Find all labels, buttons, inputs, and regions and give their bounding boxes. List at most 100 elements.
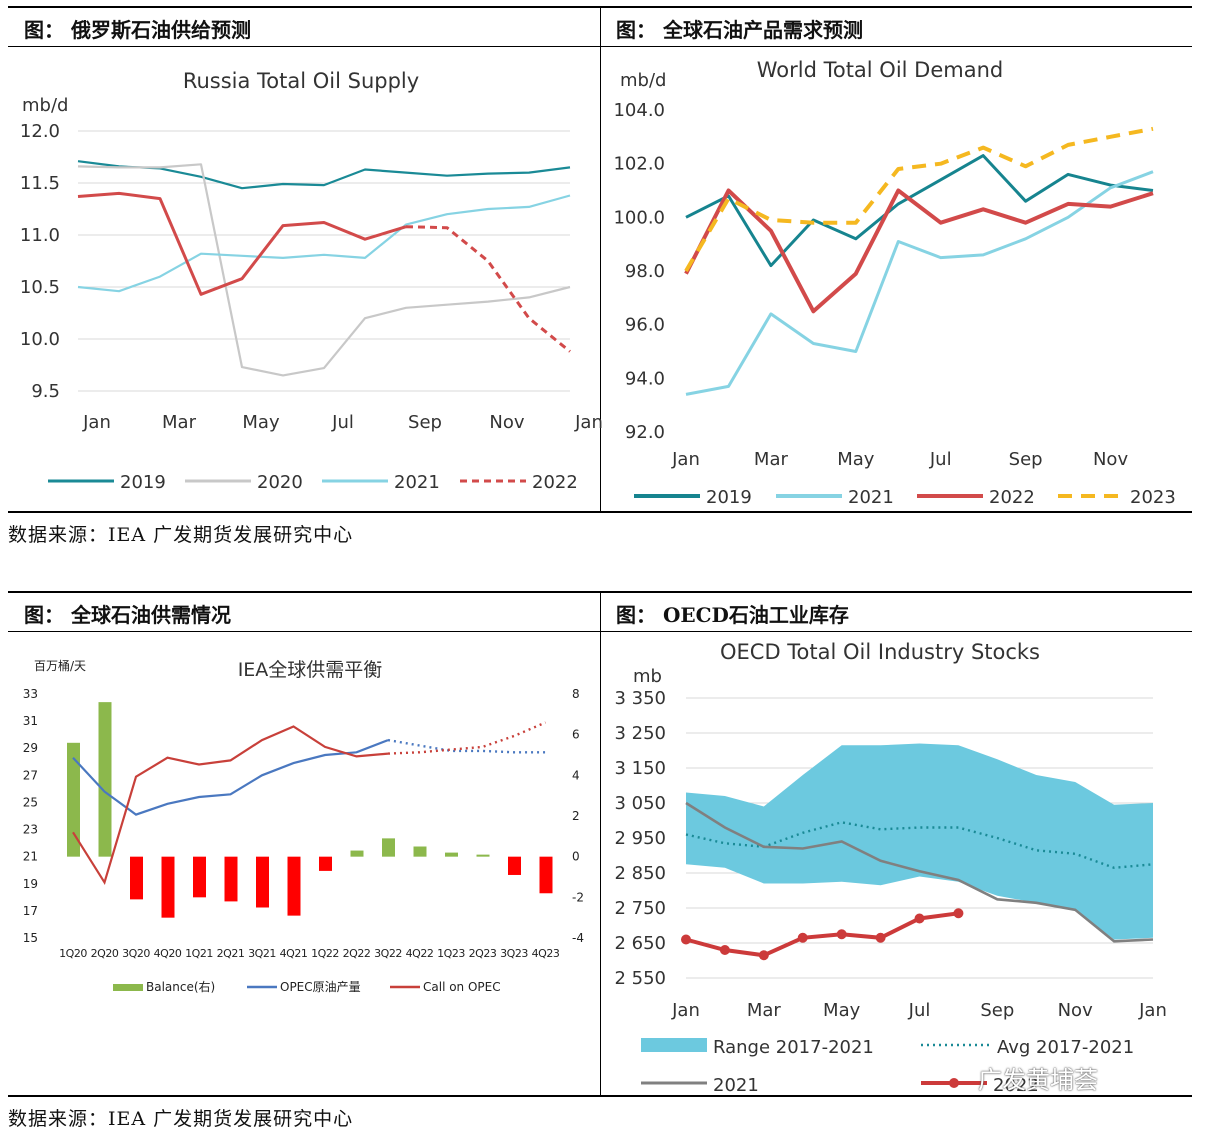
y-tick-label: 102.0 — [613, 154, 665, 175]
source-note-top: 数据来源：IEA 广发期货发展研究中心 — [8, 524, 354, 546]
y-tick-label: 2 550 — [614, 968, 666, 989]
legend-label: 2022 — [993, 1075, 1039, 1096]
panel-title-world-demand: 图： 全球石油产品需求预测 — [616, 18, 863, 42]
y-tick-label: 11.0 — [20, 225, 60, 246]
y-axis-label: mb/d — [22, 95, 68, 116]
x-tick-label: 4Q20 — [154, 947, 182, 960]
x-tick-label: Jan — [671, 1000, 700, 1021]
x-tick-label: 4Q23 — [532, 947, 560, 960]
y-tick-label-left: 29 — [23, 741, 38, 755]
y-tick-label: 104.0 — [613, 100, 665, 121]
marker-2022 — [797, 932, 808, 943]
legend-label: Avg 2017-2021 — [997, 1037, 1134, 1058]
y-tick-label-right: 4 — [572, 768, 580, 782]
series-line-2020 — [77, 163, 571, 377]
opec-production-line — [72, 739, 389, 816]
x-tick-label: Sep — [980, 1000, 1014, 1021]
y-tick-label: 100.0 — [613, 207, 665, 228]
legend-label: 2021 — [713, 1075, 759, 1096]
x-tick-label: 3Q22 — [374, 947, 402, 960]
legend-label: 2020 — [257, 472, 303, 493]
x-tick-label: 1Q20 — [59, 947, 87, 960]
x-tick-label: 2Q22 — [343, 947, 371, 960]
bottom-border-upper — [8, 511, 1192, 513]
x-tick-label: Jul — [908, 1000, 931, 1021]
series-line-2023 — [684, 126, 1154, 273]
y-tick-label: 3 150 — [614, 758, 666, 779]
x-tick-label: Jan — [1138, 1000, 1167, 1021]
y-tick-label-right: 8 — [572, 687, 580, 701]
range-area — [686, 743, 1153, 940]
y-tick-label: 2 950 — [614, 828, 666, 849]
x-tick-label: Nov — [489, 412, 524, 433]
x-tick-label: Jan — [574, 412, 603, 433]
y-tick-label: 10.0 — [20, 329, 60, 350]
legend-swatch-balance — [113, 984, 143, 991]
y-tick-label: 10.5 — [20, 277, 60, 298]
x-tick-label: Sep — [408, 412, 442, 433]
y-tick-label: 11.5 — [20, 173, 60, 194]
y-tick-label: 2 650 — [614, 933, 666, 954]
opec-production-forecast-line — [387, 738, 546, 754]
chart-world-oil-demand: World Total Oil Demand mb/d 104.0 102.0 100.… — [613, 58, 1176, 508]
marker-2022 — [875, 932, 886, 943]
series-line-2022 — [77, 191, 407, 296]
chart-russia-oil-supply: Russia Total Oil Supply mb/d 12.0 11.5 11.0 1… — [20, 69, 603, 493]
y-tick-label-right: -4 — [572, 931, 584, 945]
legend-label: 2021 — [394, 472, 440, 493]
balance-bar-3Q20 — [130, 856, 143, 900]
y-tick-label: 92.0 — [625, 422, 665, 443]
call-on-opec-line — [72, 725, 389, 886]
y-tick-label: 3 050 — [614, 793, 666, 814]
chart-title: OECD Total Oil Industry Stocks — [720, 640, 1040, 664]
series-line-2021 — [77, 194, 571, 293]
y-tick-label-right: 0 — [572, 850, 580, 864]
series-line-2022 — [684, 188, 1154, 314]
y-tick-label: 96.0 — [625, 315, 665, 336]
x-tick-label: Jul — [929, 449, 952, 470]
series-line-2022f — [405, 225, 571, 353]
y-tick-label: 9.5 — [31, 381, 60, 402]
y-tick-label-left: 25 — [23, 795, 38, 809]
balance-bar-2Q23 — [476, 854, 490, 857]
x-tick-label: Sep — [1009, 449, 1043, 470]
x-tick-label: May — [823, 1000, 861, 1021]
legend-label: 2021 — [848, 487, 894, 508]
x-tick-label: 2Q20 — [91, 947, 119, 960]
marker-2022 — [681, 934, 691, 945]
legend-label: Range 2017-2021 — [713, 1037, 874, 1058]
balance-bar-1Q22 — [319, 856, 332, 871]
balance-bar-4Q21 — [287, 856, 301, 916]
chart-iea-balance: 百万桶/天 IEA全球供需平衡 33 31 29 27 25 23 21 19 17 15 8 6 4 2 0 -… — [23, 658, 584, 994]
y-tick-label: 3 350 — [614, 688, 666, 709]
legend-label: 2023 — [1130, 487, 1176, 508]
series-line-2021 — [685, 170, 1154, 396]
panel-title-russia: 图： 俄罗斯石油供给预测 — [24, 18, 251, 42]
marker-2022 — [836, 929, 847, 940]
legend-label: 2019 — [706, 487, 752, 508]
chart-title: Russia Total Oil Supply — [183, 69, 419, 93]
x-tick-label: 3Q23 — [500, 947, 528, 960]
y-tick-label: 2 750 — [614, 898, 666, 919]
y-tick-label: 94.0 — [625, 368, 665, 389]
panel-title-oecd-stocks: 图： OECD石油工业库存 — [616, 603, 849, 627]
balance-bar-3Q21 — [256, 856, 269, 908]
x-tick-label: Jan — [82, 412, 111, 433]
x-tick-label: Mar — [162, 412, 197, 433]
legend-label: 2019 — [120, 472, 166, 493]
y-tick-label: 12.0 — [20, 121, 60, 142]
balance-bar-1Q23 — [445, 852, 458, 857]
y-axis-label: mb — [633, 666, 662, 687]
x-tick-label: Nov — [1058, 1000, 1093, 1021]
y-tick-label-left: 15 — [23, 931, 38, 945]
balance-bar-1Q20 — [67, 742, 80, 857]
legend-label: Balance(右) — [146, 979, 215, 994]
y-tick-label-left: 17 — [23, 904, 38, 918]
x-tick-label: 4Q22 — [406, 947, 434, 960]
legend-label: Call on OPEC — [423, 980, 501, 994]
chart-title: IEA全球供需平衡 — [238, 659, 383, 681]
marker-2022 — [758, 950, 769, 961]
chart-oecd-stocks: OECD Total Oil Industry Stocks mb3 350 3 2… — [614, 640, 1167, 1096]
y-tick-label-left: 33 — [23, 687, 38, 701]
y-tick-label-right: 6 — [572, 728, 580, 742]
